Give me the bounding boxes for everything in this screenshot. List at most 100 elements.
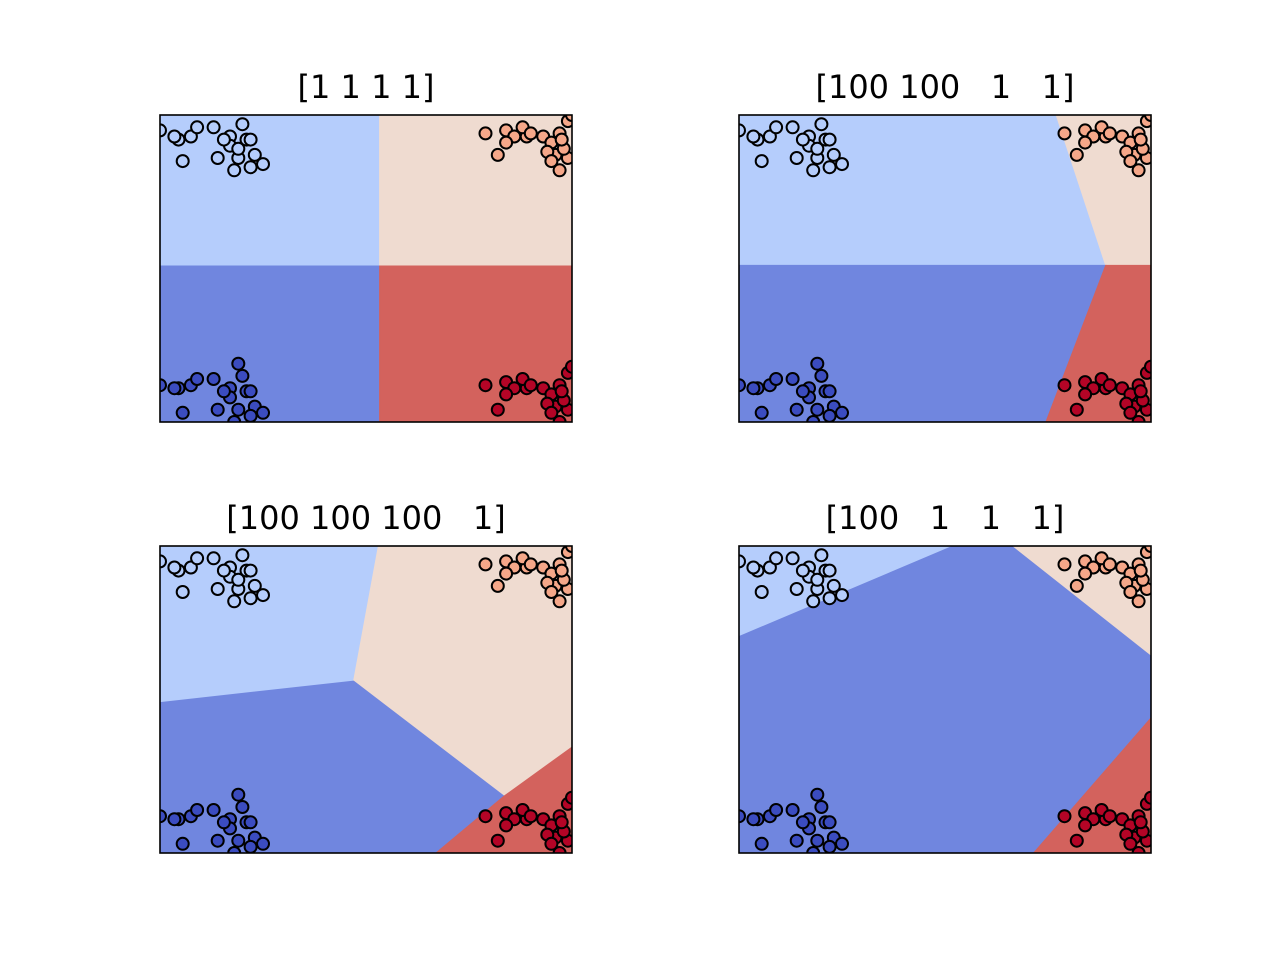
decision-region-tr [379, 115, 572, 267]
data-point-bl [789, 833, 804, 848]
data-point-br [1144, 790, 1151, 805]
data-point-br [499, 387, 514, 402]
data-point-tl [216, 563, 231, 578]
data-point-br [490, 402, 505, 417]
data-point-bl [810, 356, 825, 371]
subplot-2: [100 100 1 1] [738, 68, 1152, 423]
data-point-br [490, 833, 505, 848]
data-point-bl [256, 405, 270, 420]
data-point-br [565, 790, 572, 805]
data-point-br [1057, 809, 1072, 824]
data-point-tl [826, 147, 841, 162]
data-point-tl [256, 588, 270, 603]
axes-frame [159, 545, 573, 854]
data-point-tl [822, 132, 837, 147]
data-point-tr [1102, 557, 1117, 572]
data-point-tl [810, 572, 825, 587]
data-point-tr [499, 566, 514, 581]
data-point-br [1131, 415, 1146, 422]
data-point-bl [822, 839, 837, 853]
data-point-tr [1123, 154, 1138, 169]
data-point-bl [175, 405, 190, 420]
data-point-tr [1057, 557, 1072, 572]
data-point-tl [235, 548, 250, 563]
data-point-br [478, 378, 493, 393]
data-point-tr [1078, 135, 1093, 150]
data-point-tl [826, 578, 841, 593]
data-point-bl [190, 803, 205, 817]
data-point-br [523, 378, 538, 393]
data-point-br [478, 809, 493, 824]
data-point-tl [814, 548, 829, 563]
data-point-tl [785, 551, 800, 566]
data-point-bl [190, 372, 205, 386]
data-point-tl [210, 582, 225, 596]
data-point-tl [746, 129, 761, 144]
data-point-bl [160, 809, 167, 824]
data-point-tl [227, 594, 242, 609]
data-point-bl [754, 836, 769, 851]
data-point-tl [769, 551, 784, 566]
data-point-bl [231, 356, 246, 371]
data-point-br [544, 405, 559, 420]
data-point-bl [235, 800, 250, 814]
data-point-bl [810, 402, 825, 417]
subplot-3: [100 100 100 1] [159, 499, 573, 854]
data-point-bl [835, 405, 849, 420]
data-point-bl [822, 384, 837, 399]
data-point-tr [1069, 578, 1084, 593]
data-point-tr [544, 154, 559, 169]
data-point-br [523, 809, 538, 824]
data-point-bl [227, 415, 242, 422]
data-point-br [1123, 405, 1138, 420]
data-point-br [565, 359, 572, 374]
data-point-tl [243, 160, 258, 175]
data-point-tl [769, 120, 784, 135]
data-point-tr [1102, 126, 1117, 141]
data-point-bl [235, 368, 250, 383]
data-point-tl [806, 163, 821, 178]
plot-area [739, 546, 1151, 853]
data-point-bl [210, 402, 225, 417]
subplot-title: [1 1 1 1] [298, 68, 435, 106]
data-point-tl [216, 132, 231, 147]
data-point-br [544, 836, 559, 851]
data-point-bl [789, 402, 804, 417]
data-point-tr [523, 126, 538, 141]
data-point-bl [231, 833, 246, 848]
data-point-br [1144, 359, 1151, 374]
data-point-br [1069, 833, 1084, 848]
data-point-tr [552, 163, 567, 178]
data-point-bl [206, 803, 221, 817]
data-point-tr [1123, 585, 1138, 599]
data-point-br [1057, 378, 1072, 393]
data-point-tr [1057, 126, 1072, 141]
data-point-tr [1133, 563, 1148, 578]
data-point-bl [256, 836, 270, 851]
data-point-br [1123, 836, 1138, 851]
subplot-1: [1 1 1 1] [159, 68, 573, 423]
data-point-tr [490, 578, 505, 593]
data-point-tr [499, 135, 514, 150]
data-point-tr [478, 557, 493, 572]
data-point-tl [206, 551, 221, 566]
data-point-tr [1144, 546, 1151, 553]
data-point-tl [806, 594, 821, 609]
data-point-tl [754, 585, 769, 599]
data-point-tl [754, 154, 769, 169]
data-point-bl [206, 372, 221, 386]
data-point-bl [216, 815, 231, 830]
data-point-tl [231, 141, 246, 156]
data-point-br [552, 415, 567, 422]
axes-frame [738, 114, 1152, 423]
decision-region-br [435, 746, 572, 853]
data-point-tr [1131, 163, 1146, 178]
axes-frame [159, 114, 573, 423]
data-point-bl [822, 408, 837, 422]
data-point-bl [167, 381, 182, 396]
data-point-tl [160, 554, 167, 569]
data-point-bl [231, 402, 246, 417]
data-point-bl [210, 833, 225, 848]
data-point-tr [554, 563, 569, 578]
data-point-bl [814, 800, 829, 814]
